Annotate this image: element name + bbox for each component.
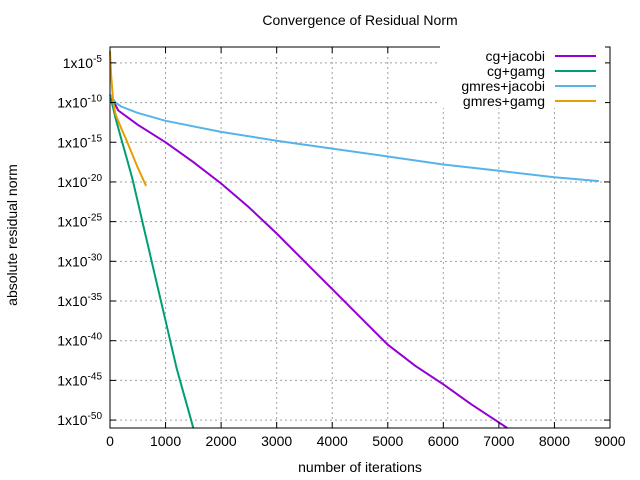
x-tick-labels: 0 1000 2000 3000 4000 5000 6000 7000 8000 9000	[106, 433, 626, 449]
plot-frame	[109, 46, 611, 429]
y-tick-label: 1x10-5	[63, 54, 103, 71]
y-tick-label: 1x10-40	[57, 332, 102, 349]
y-tick-label: 1x10-45	[57, 371, 102, 388]
series-line-cg-gamg	[109, 94, 195, 429]
x-tick-label: 2000	[206, 433, 237, 449]
y-tick-label: 1x10-15	[57, 133, 102, 150]
x-tick-label: 9000	[594, 433, 625, 449]
x-axis-label: number of iterations	[298, 459, 422, 475]
legend-label: gmres+gamg	[463, 93, 545, 109]
x-tick-label: 7000	[483, 433, 514, 449]
y-tick-label: 1x10-35	[57, 292, 102, 309]
x-tick-label: 5000	[372, 433, 403, 449]
axis-ticks	[109, 47, 611, 428]
x-tick-label: 8000	[539, 433, 570, 449]
y-tick-label: 1x10-50	[57, 411, 102, 428]
series-line-cg-jacobi	[109, 94, 508, 429]
legend-label: gmres+jacobi	[461, 78, 545, 94]
chart-title: Convergence of Residual Norm	[262, 12, 457, 28]
x-tick-label: 0	[106, 433, 114, 449]
legend-label: cg+gamg	[487, 63, 545, 79]
legend-label: cg+jacobi	[485, 48, 545, 64]
y-tick-label: 1x10-25	[57, 213, 102, 230]
y-tick-label: 1x10-20	[57, 173, 102, 190]
series-line-gmres-jacobi	[109, 94, 599, 183]
x-tick-label: 3000	[261, 433, 292, 449]
legend-background	[440, 44, 605, 108]
x-tick-label: 1000	[150, 433, 181, 449]
x-tick-label: 4000	[317, 433, 348, 449]
series-line-gmres-gamg	[109, 50, 148, 187]
x-tick-label: 6000	[428, 433, 459, 449]
y-tick-label: 1x10-10	[57, 94, 102, 111]
grid-lines	[110, 47, 610, 428]
y-tick-label: 1x10-30	[57, 252, 102, 269]
y-axis-label: absolute residual norm	[4, 164, 20, 306]
y-tick-labels: 1x10-5 1x10-10 1x10-15 1x10-20 1x10-25 1x10-3…	[57, 54, 102, 428]
series-lines	[109, 50, 599, 429]
